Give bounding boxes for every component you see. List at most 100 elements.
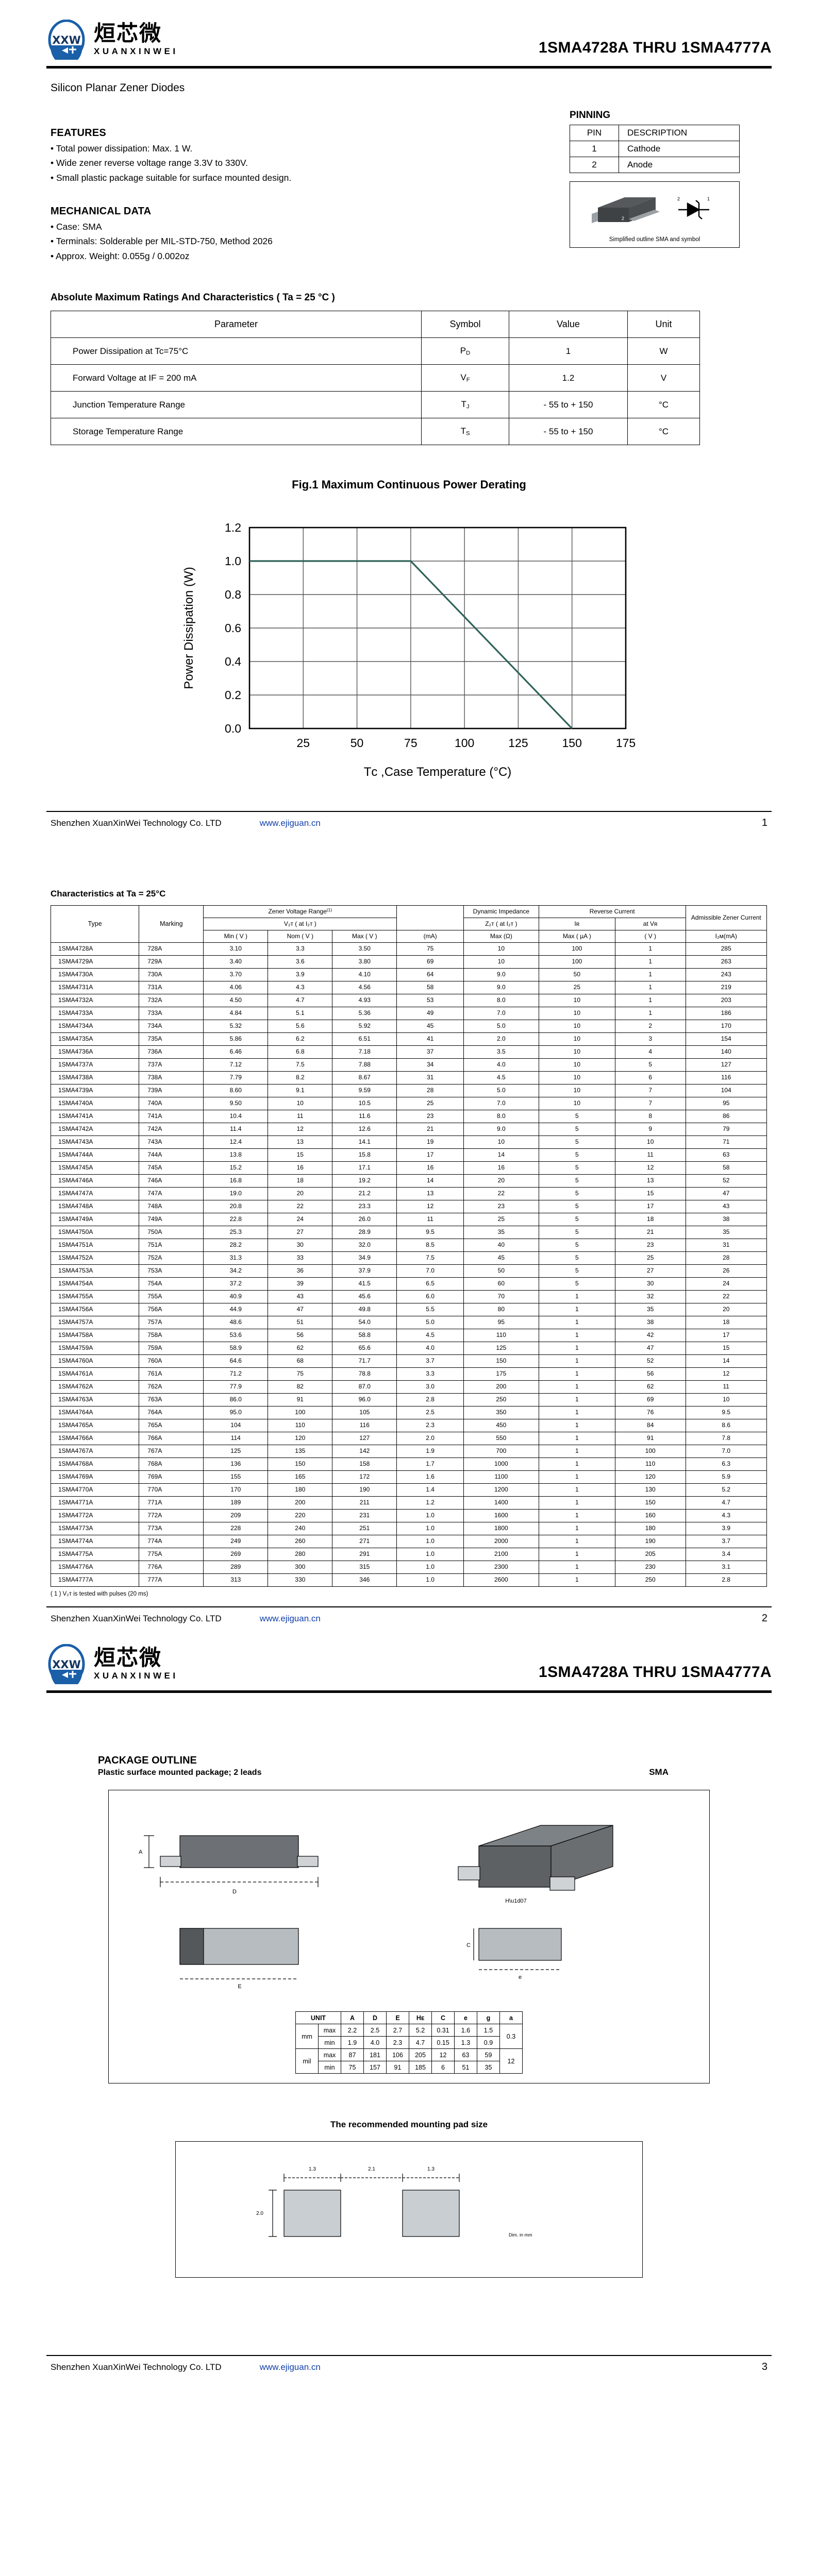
svg-text:2: 2 — [622, 216, 624, 221]
cell-zzt-max: 1200 — [463, 1483, 539, 1497]
cell-izt: 64 — [396, 968, 464, 982]
cell-izt: 21 — [396, 1123, 464, 1137]
cell-izm: 11 — [685, 1380, 767, 1394]
dim-column-header: A — [341, 2011, 364, 2025]
cell-izt: 1.7 — [396, 1458, 464, 1471]
table-header-row: PIN DESCRIPTION — [570, 125, 740, 141]
cell-vzt-max: 251 — [332, 1522, 397, 1536]
page-title: 1SMA4728A THRU 1SMA4777A — [539, 39, 772, 56]
cell-izt: 4.5 — [396, 1329, 464, 1343]
cell-ir-max: 1 — [538, 1522, 615, 1536]
dim-value: 87 — [341, 2048, 364, 2062]
cell-vr: 120 — [614, 1470, 686, 1484]
cell-ir-max: 10 — [538, 1007, 615, 1021]
cell-vzt-max: 87.0 — [332, 1380, 397, 1394]
cell-marking: 763A — [139, 1393, 204, 1407]
features-heading: FEATURES — [51, 127, 106, 139]
table-row: 1SMA4758A 758A 53.6 56 58.8 4.5 110 1 42 17 — [50, 1329, 767, 1343]
table-row: 1SMA4776A 776A 289 300 315 1.0 2300 1 230 3.1 — [50, 1561, 767, 1574]
cell-ir-max: 1 — [538, 1303, 615, 1317]
mechanical-list: Case: SMA Terminals: Solderable per MIL-… — [51, 219, 438, 263]
cell-vzt-nom: 91 — [268, 1393, 333, 1407]
cell-marking: 747A — [139, 1187, 204, 1201]
footer-url[interactable]: www.ejiguan.cn — [259, 1614, 321, 1624]
cell-izt: 2.0 — [396, 1432, 464, 1446]
cell-izm: 154 — [685, 1032, 767, 1046]
cell-vr: 12 — [614, 1161, 686, 1175]
document-subtitle: Silicon Planar Zener Diodes — [51, 82, 185, 94]
cell-vzt-max: 190 — [332, 1483, 397, 1497]
table-row: 1SMA4747A 747A 19.0 20 21.2 13 22 5 15 47 — [50, 1187, 767, 1201]
cell-vr: 25 — [614, 1251, 686, 1265]
table-row: 1SMA4755A 755A 40.9 43 45.6 6.0 70 1 32 22 — [50, 1290, 767, 1304]
package-outline-box: 2 2 1 Simplified outline SMA and s — [570, 181, 740, 248]
cell-zzt-max: 8.0 — [463, 994, 539, 1008]
column-header-description: DESCRIPTION — [619, 125, 740, 141]
page-2: XXW 烜芯微 XUANXINWEI 1SMA4728A THRU 1SMA47… — [0, 1624, 818, 2374]
cell-vzt-min: 7.12 — [203, 1058, 269, 1072]
dim-column-header: Hᴇ — [409, 2011, 432, 2025]
cell-vzt-nom: 280 — [268, 1548, 333, 1562]
dim-column-header: UNIT — [295, 2011, 341, 2025]
cell-izm: 58 — [685, 1161, 767, 1175]
brand-en-name: XUANXINWEI — [94, 46, 178, 57]
package-dimension-drawing: D A E H\u1d07 C e — [139, 1825, 613, 1990]
cell-izm: 3.9 — [685, 1522, 767, 1536]
page-footer: Shenzhen XuanXinWei Technology Co. LTD w… — [46, 811, 772, 829]
cell-marking: 742A — [139, 1123, 204, 1137]
rating-parameter: Storage Temperature Range — [51, 418, 422, 446]
cell-vzt-nom: 36 — [268, 1264, 333, 1278]
cell-type: 1SMA4754A — [50, 1277, 140, 1291]
column-header-parameter: Parameter — [51, 311, 422, 338]
cell-zzt-max: 4.5 — [463, 1071, 539, 1085]
cell-vzt-min: 5.86 — [203, 1032, 269, 1046]
cell-type: 1SMA4758A — [50, 1329, 140, 1343]
page-number: 3 — [761, 2361, 767, 2373]
table-row: 1SMA4740A 740A 9.50 10 10.5 25 7.0 10 7 95 — [50, 1097, 767, 1111]
footer-url[interactable]: www.ejiguan.cn — [259, 818, 321, 828]
column-header-dynamic-impedance: Dynamic Impedance — [463, 905, 539, 919]
cell-zzt-max: 16 — [463, 1161, 539, 1175]
column-header-zzt: Z₂ᴛ ( at I₂ᴛ ) — [463, 918, 539, 931]
cell-vzt-max: 28.9 — [332, 1226, 397, 1240]
cell-type: 1SMA4733A — [50, 1007, 140, 1021]
cell-vzt-min: 16.8 — [203, 1174, 269, 1188]
cell-vzt-nom: 39 — [268, 1277, 333, 1291]
svg-text:XXW: XXW — [52, 34, 81, 46]
cell-izt: 45 — [396, 1020, 464, 1033]
cell-izt: 3.7 — [396, 1354, 464, 1368]
cell-type: 1SMA4738A — [50, 1071, 140, 1085]
svg-text:D: D — [232, 1889, 237, 1895]
cell-izt: 34 — [396, 1058, 464, 1072]
cell-vr: 35 — [614, 1303, 686, 1317]
cell-izt: 2.3 — [396, 1419, 464, 1433]
table-header-row: Type Marking Zener Voltage Range(1) Dyna… — [50, 905, 767, 943]
mounting-pad-title: The recommended mounting pad size — [330, 2120, 488, 2130]
column-header-reverse-current: Reverse Current — [538, 905, 686, 919]
rating-symbol: TJ — [421, 391, 509, 419]
cell-marking: 740A — [139, 1097, 204, 1111]
cell-vr: 91 — [614, 1432, 686, 1446]
cell-ir-max: 1 — [538, 1445, 615, 1459]
cell-vzt-nom: 13 — [268, 1136, 333, 1149]
page-number: 2 — [761, 1613, 767, 1624]
table-row: 1SMA4751A 751A 28.2 30 32.0 8.5 40 5 23 31 — [50, 1239, 767, 1252]
cell-type: 1SMA4737A — [50, 1058, 140, 1072]
column-unit-header: Min ( V ) — [203, 930, 269, 943]
dim-column-header: D — [363, 2011, 387, 2025]
cell-ir-max: 1 — [538, 1548, 615, 1562]
cell-vzt-nom: 6.8 — [268, 1045, 333, 1059]
dim-value: 0.9 — [477, 2036, 500, 2049]
cell-type: 1SMA4749A — [50, 1213, 140, 1227]
footer-url[interactable]: www.ejiguan.cn — [259, 2362, 321, 2372]
dim-value: 75 — [341, 2061, 364, 2074]
column-unit-header: Max (Ω) — [463, 930, 539, 943]
cell-ir-max: 5 — [538, 1277, 615, 1291]
cell-izm: 31 — [685, 1239, 767, 1252]
cell-vzt-min: 12.4 — [203, 1136, 269, 1149]
table-row: min 1.9 4.0 2.3 4.7 0.15 1.3 0.9 — [296, 2036, 523, 2049]
cell-vzt-max: 4.93 — [332, 994, 397, 1008]
cell-vzt-min: 77.9 — [203, 1380, 269, 1394]
cell-type: 1SMA4760A — [50, 1354, 140, 1368]
cell-izm: 26 — [685, 1264, 767, 1278]
